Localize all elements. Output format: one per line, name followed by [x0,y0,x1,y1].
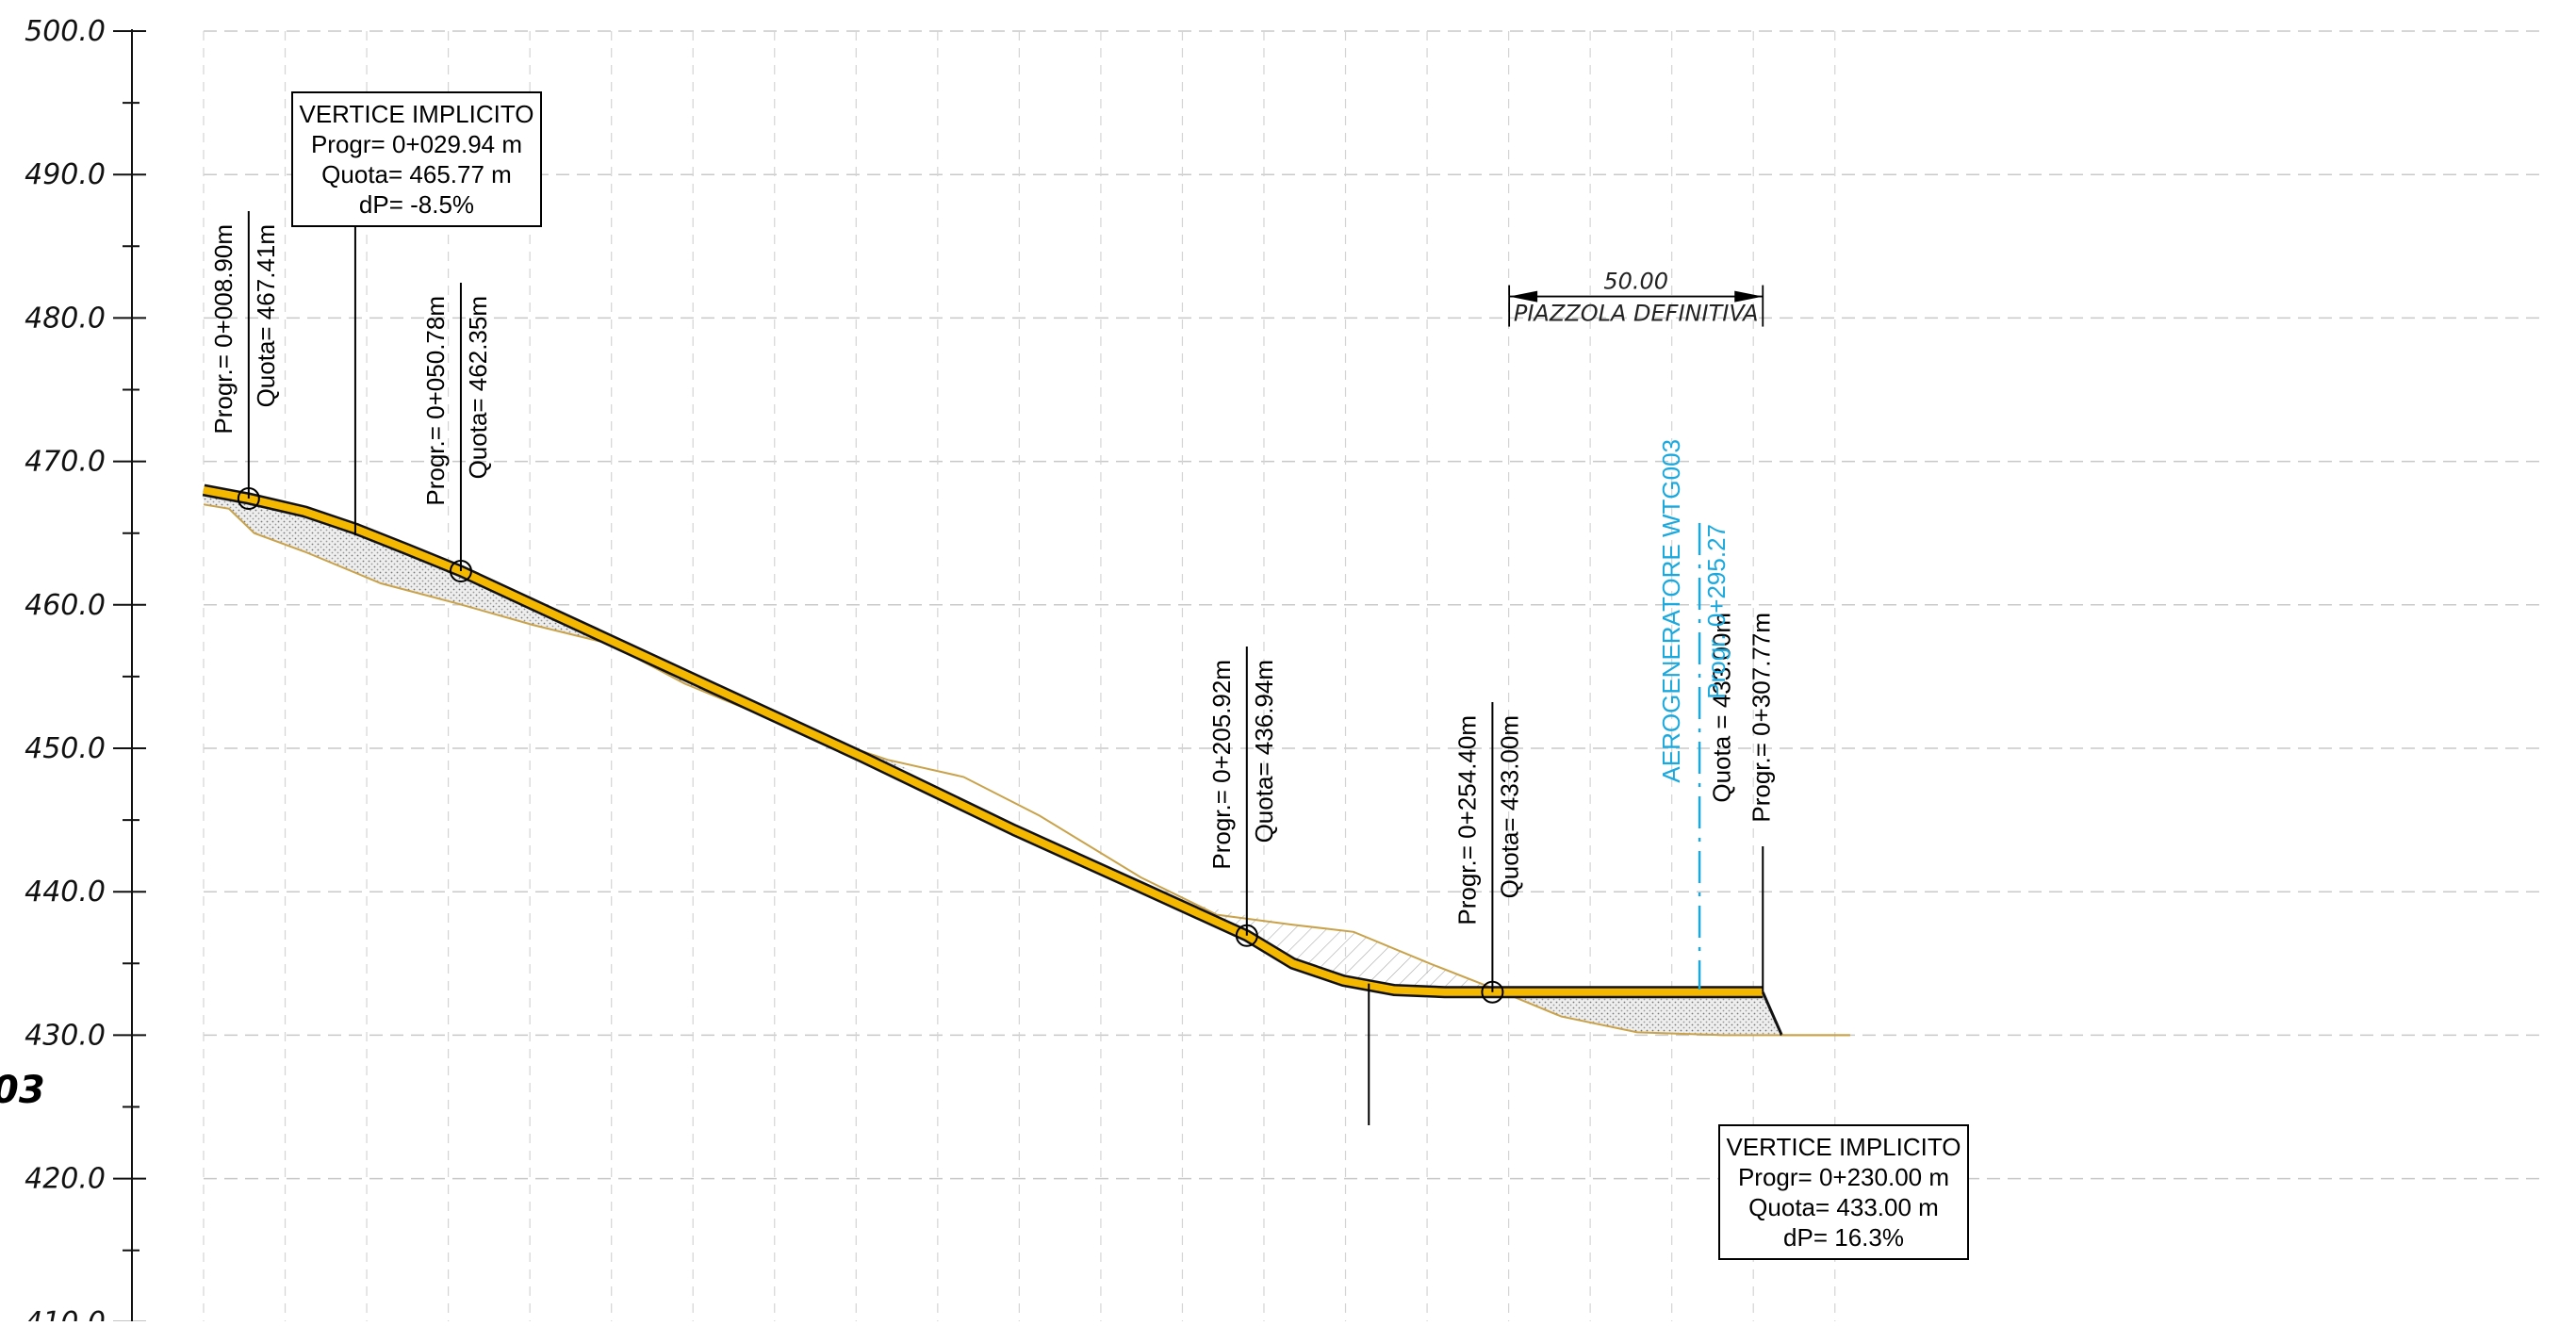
y-tick-label: 450.0 [25,732,106,765]
end-progr-label: Progr.= 0+307.77m [1747,613,1775,823]
y-tick-label: 490.0 [25,158,106,191]
design-grade-line [203,486,1764,996]
left-fragment-text: 03 [0,1069,45,1112]
vertex-dp: dP= 16.3% [1783,1223,1904,1252]
vertex-title: VERTICE IMPLICITO [300,100,534,128]
vertex-frame [1718,1124,1969,1260]
turbine-name-label: AEROGENERATORE WTG003 [1657,439,1685,783]
station-quota-label: Quota= 467.41m [252,224,280,407]
station-marker: Progr.= 0+205.92m Quota= 436.94m [1207,647,1278,947]
cut-area [1201,906,1496,992]
station-marker: Progr.= 0+254.40m Quota= 433.00m [1452,702,1523,1004]
station-circle [1481,980,1504,1004]
vertex-frame [291,91,542,227]
station-progr-label: Progr.= 0+254.40m [1452,715,1481,925]
dimension-annotation: 50.00 PIAZZOLA DEFINITIVA [1508,269,1764,327]
dimension-arrow-right [1734,290,1764,303]
station-circle [449,560,472,583]
cut-fill-areas [204,490,1780,1036]
station-marker: Progr.= 0+050.78m Quota= 462.35m [421,283,492,583]
vertex-progr: Progr= 0+029.94 m [311,130,522,158]
y-tick-label: 480.0 [25,302,106,335]
dimension-arrow-left [1509,290,1538,303]
grid [203,30,2545,1322]
y-tick-label: 430.0 [25,1019,106,1052]
station-circle [1235,924,1258,947]
y-tick-label: 500.0 [25,15,106,48]
fill-area-pad [1492,991,1780,1036]
station-progr-label: Progr.= 0+008.90m [209,224,238,434]
vertex-quota: Quota= 465.77 m [321,160,512,188]
y-axis: 410.0 420.0 430.0 440.0 450.0 460.0 470.0 480.0… [25,15,146,1326]
station-marker: Progr.= 0+008.90m Quota= 467.41m [209,211,280,511]
station-circle [237,487,260,511]
station-progr-label: Progr.= 0+050.78m [421,296,450,506]
end-slope-line [1761,991,1783,1037]
terrain-line [203,503,1850,1037]
vertex-quota: Quota= 433.00 m [1748,1193,1939,1221]
y-tick-label: 470.0 [25,446,106,479]
y-tick-label: 460.0 [25,589,106,622]
vertex-title: VERTICE IMPLICITO [1727,1133,1961,1161]
station-quota-label: Quota= 433.00m [1495,715,1523,898]
y-tick-label: 410.0 [25,1306,106,1321]
vertex-progr: Progr= 0+230.00 m [1738,1163,1949,1191]
vertex-dp: dP= -8.5% [359,190,474,219]
profile-lines [202,483,1850,1037]
turbine-marker: AEROGENERATORE WTG003 Progr. 0+295.27 [1657,439,1731,990]
dimension-label: PIAZZOLA DEFINITIVA [1514,301,1759,327]
turbine-progr-label: Progr. 0+295.27 [1702,524,1731,699]
end-quota-label: Quota = 433.00m [1707,613,1735,803]
y-tick-label: 420.0 [25,1163,106,1196]
station-quota-label: Quota= 462.35m [464,296,492,479]
annotations: Progr.= 0+008.90m Quota= 467.41m Progr.= 0… [209,91,1969,1260]
y-tick-label: 440.0 [25,876,106,909]
station-progr-label: Progr.= 0+205.92m [1207,660,1236,870]
station-quota-label: Quota= 436.94m [1250,660,1278,843]
dimension-value: 50.00 [1603,269,1668,295]
end-station-marker: Quota = 433.00m Progr.= 0+307.77m [1707,613,1775,992]
